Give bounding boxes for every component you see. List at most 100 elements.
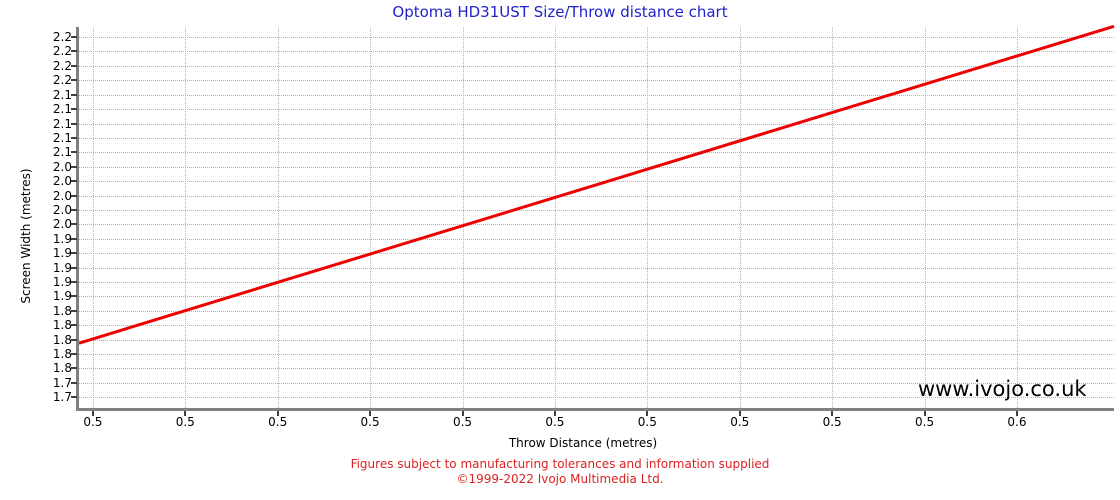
y-tick-mark: [71, 50, 77, 53]
gridline-h: [79, 224, 1114, 226]
y-tick-mark: [71, 338, 77, 341]
y-tick-label: 2.1: [52, 87, 72, 102]
y-tick-label: 1.7: [52, 390, 72, 405]
gridline-v: [92, 27, 94, 408]
x-tick-label: 0.5: [637, 415, 657, 429]
y-tick-label: 2.1: [52, 102, 72, 117]
y-tick-mark: [71, 396, 77, 399]
data-line-svg: [78, 24, 1115, 345]
gridline-h: [79, 195, 1114, 197]
x-tick-mark: [369, 411, 372, 416]
y-tick-mark: [71, 309, 77, 312]
y-tick-label: 2.0: [52, 159, 72, 174]
y-tick-label: 2.2: [52, 58, 72, 73]
y-tick-mark: [71, 151, 77, 154]
x-tick-mark: [553, 411, 556, 416]
y-tick-label: 1.9: [52, 231, 72, 246]
y-tick-label: 1.8: [52, 303, 72, 318]
x-tick-mark: [461, 411, 464, 416]
y-tick-label: 1.9: [52, 274, 72, 289]
gridline-h: [79, 397, 1114, 399]
gridline-v: [1016, 27, 1018, 408]
gridline-h: [79, 310, 1114, 312]
gridline-v: [462, 27, 464, 408]
y-tick-mark: [71, 295, 77, 298]
gridline-h: [79, 109, 1114, 111]
y-tick-mark: [71, 180, 77, 183]
x-tick-label: 0.5: [360, 415, 380, 429]
x-axis-title: Throw Distance (metres): [508, 436, 658, 450]
x-tick-mark: [276, 411, 279, 416]
y-tick-mark: [71, 36, 77, 39]
y-tick-mark: [71, 108, 77, 111]
y-tick-mark: [71, 367, 77, 370]
y-tick-label: 2.2: [52, 44, 72, 59]
y-tick-mark: [71, 223, 77, 226]
y-tick-label: 1.8: [52, 318, 72, 333]
gridline-h: [79, 51, 1114, 53]
gridline-v: [739, 27, 741, 408]
y-tick-label: 1.9: [52, 246, 72, 261]
x-tick-label: 0.5: [730, 415, 750, 429]
gridline-v: [832, 27, 834, 408]
gridline-h: [79, 339, 1114, 341]
x-tick-label: 0.5: [83, 415, 103, 429]
y-tick-mark: [71, 237, 77, 240]
gridline-v: [277, 27, 279, 408]
x-tick-label: 0.5: [452, 415, 473, 429]
y-tick-mark: [71, 165, 77, 168]
gridline-h: [79, 209, 1114, 211]
y-tick-mark: [71, 64, 77, 67]
y-tick-label: 1.9: [52, 260, 72, 275]
y-tick-label: 1.8: [52, 361, 72, 376]
y-tick-mark: [71, 93, 77, 96]
x-tick-label: 0.5: [545, 415, 565, 429]
chart-title: Optoma HD31UST Size/Throw distance chart: [392, 3, 728, 21]
y-tick-mark: [71, 194, 77, 197]
gridline-h: [79, 368, 1114, 370]
gridline-v: [185, 27, 187, 408]
y-tick-mark: [71, 280, 77, 283]
y-tick-label: 1.8: [52, 346, 72, 361]
gridline-h: [79, 353, 1114, 355]
y-tick-label: 2.2: [52, 73, 72, 88]
gridline-v: [647, 27, 649, 408]
x-tick-label: 0.5: [822, 415, 842, 429]
footer-note: Figures subject to manufacturing toleran…: [350, 457, 770, 471]
y-tick-mark: [71, 381, 77, 384]
gridline-v: [370, 27, 372, 408]
gridline-h: [79, 325, 1114, 327]
y-tick-label: 2.1: [52, 130, 72, 145]
gridline-h: [79, 80, 1114, 82]
y-tick-mark: [71, 208, 77, 211]
x-tick-mark: [738, 411, 741, 416]
y-tick-mark: [71, 324, 77, 327]
x-tick-label: 0.5: [915, 415, 935, 429]
y-tick-label: 1.8: [52, 332, 72, 347]
y-tick-mark: [71, 79, 77, 82]
y-tick-mark: [71, 136, 77, 139]
y-tick-label: 1.9: [52, 289, 72, 304]
gridline-h: [79, 267, 1114, 269]
y-axis-title: Screen Width (metres): [19, 168, 33, 304]
y-axis-line: [76, 27, 79, 411]
gridline-h: [79, 281, 1114, 283]
y-tick-label: 2.0: [52, 202, 72, 217]
x-tick-mark: [1015, 411, 1018, 416]
gridline-h: [79, 137, 1114, 139]
x-tick-mark: [91, 411, 94, 416]
gridline-h: [79, 181, 1114, 183]
y-tick-label: 2.0: [52, 188, 72, 203]
x-tick-label: 0.5: [175, 415, 195, 429]
y-tick-mark: [71, 352, 77, 355]
y-tick-label: 1.7: [52, 375, 72, 390]
x-tick-label: 0.5: [268, 415, 288, 429]
y-tick-mark: [71, 252, 77, 255]
gridline-v: [924, 27, 926, 408]
gridline-h: [79, 238, 1114, 240]
data-line-screen-width-vs-throw-distance: [78, 24, 1115, 345]
y-tick-label: 2.1: [52, 116, 72, 131]
x-tick-mark: [184, 411, 187, 416]
y-tick-label: 2.2: [52, 30, 72, 45]
